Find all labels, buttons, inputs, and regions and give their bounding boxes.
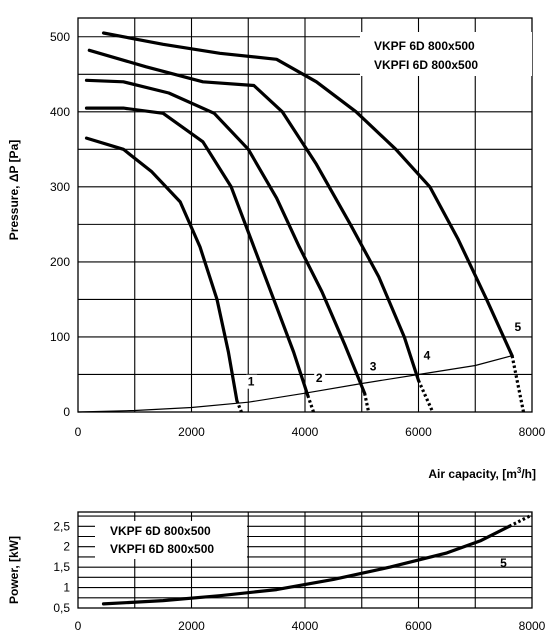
power-y-tick: 1,5: [53, 560, 70, 574]
power-title-box: [95, 521, 247, 559]
pressure-y-tick: 500: [50, 30, 70, 44]
pressure-x-tick: 6000: [405, 425, 432, 439]
pressure-y-tick: 100: [50, 330, 70, 344]
pressure-curves: 1 2 3 4 5: [84, 31, 526, 413]
system-curve: [77, 355, 513, 413]
pressure-x-tick: 8000: [519, 425, 545, 439]
pressure-curve-label-3: 3: [370, 360, 377, 374]
pressure-curve-4: [87, 48, 421, 383]
pressure-y-axis-label: Pressure, ΔP [Pa]: [7, 140, 21, 240]
power-x-tick: 6000: [405, 619, 432, 633]
power-x-tick: 4000: [292, 619, 319, 633]
power-y-tick: 1: [63, 581, 70, 595]
power-x-tick-labels: 0 2000 4000 6000 8000: [75, 619, 545, 633]
power-curve-5: [101, 524, 511, 606]
pressure-curve-5-dotted: [510, 355, 526, 413]
pressure-x-tick-labels: 0 2000 4000 6000 8000: [75, 425, 545, 439]
curve-label-bg: [368, 359, 380, 374]
pressure-title-line-2: VKPFI 6D 800x500: [374, 58, 478, 72]
power-chart: 0,5 1 1,5 2 2,5 0 2000 4000 6000 8000 5 VKPF 6D …: [7, 511, 545, 633]
power-x-tick: 2000: [178, 619, 205, 633]
pressure-x-tick: 4000: [292, 425, 319, 439]
pressure-curve-3: [84, 78, 367, 395]
pressure-x-axis-label: Air capacity, [m3/h]: [428, 466, 536, 481]
pressure-y-tick: 200: [50, 255, 70, 269]
pressure-x-tick: 0: [75, 425, 82, 439]
pressure-y-tick: 400: [50, 105, 70, 119]
power-y-tick: 2: [63, 540, 70, 554]
pressure-curve-label-2: 2: [316, 371, 323, 385]
pressure-curve-4-dotted: [417, 379, 435, 413]
power-y-tick-labels: 0,5 1 1,5 2 2,5: [53, 519, 70, 615]
curve-label-bg: [422, 348, 434, 363]
pressure-y-tick: 0: [63, 405, 70, 419]
pressure-curve-label-4: 4: [424, 348, 431, 362]
pressure-curve-label-5: 5: [514, 320, 521, 334]
curve-label-bg: [314, 370, 326, 385]
pressure-plot-frame: [77, 17, 533, 413]
pressure-curve-3-dotted: [363, 392, 371, 413]
power-x-tick: 0: [75, 619, 82, 633]
power-x-tick: 8000: [519, 619, 545, 633]
pressure-curve-1: [84, 136, 239, 403]
pressure-chart: 0 100 200 300 400 500 0 2000 4000 6000 8000 1 2 3 4 5…: [7, 17, 545, 481]
power-title-line-1: VKPF 6D 800x500: [110, 524, 211, 538]
power-title-line-2: VKPFI 6D 800x500: [110, 542, 214, 556]
pressure-x-tick: 2000: [178, 425, 205, 439]
power-y-tick: 2,5: [53, 519, 70, 533]
pressure-curve-2-dotted: [306, 394, 316, 413]
pressure-curve-1-dotted: [235, 400, 243, 413]
power-curves: 5: [101, 513, 533, 606]
curve-label-bg: [246, 374, 258, 389]
power-curve-label-5: 5: [500, 556, 507, 570]
curve-label-bg: [512, 319, 524, 334]
pressure-y-tick-labels: 0 100 200 300 400 500: [50, 30, 70, 419]
power-curve-5-dotted: [508, 513, 533, 528]
pressure-y-tick: 300: [50, 180, 70, 194]
system-curve-line: [77, 355, 513, 413]
pressure-curve-5: [101, 31, 514, 358]
pressure-title-line-1: VKPF 6D 800x500: [374, 39, 475, 53]
power-y-axis-label: Power, [kW]: [7, 536, 21, 604]
pressure-curve-label-1: 1: [248, 375, 255, 389]
power-plot-frame: [77, 511, 533, 609]
power-y-tick: 0,5: [53, 601, 70, 615]
pressure-title-box: [360, 32, 532, 76]
pressure-curve-2: [84, 106, 310, 398]
